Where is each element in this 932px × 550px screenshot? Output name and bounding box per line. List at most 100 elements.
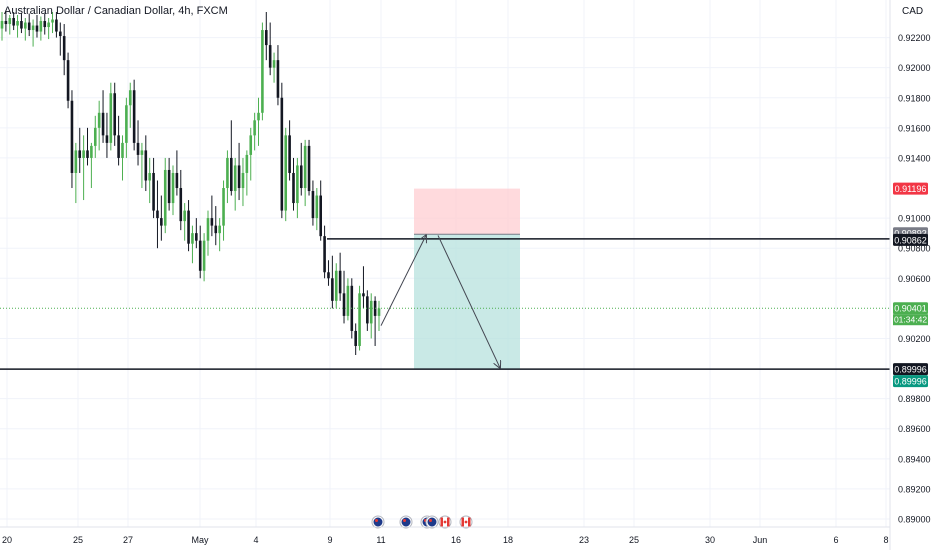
y-tick-label: 0.91400 — [898, 153, 931, 163]
candle-body — [245, 154, 249, 173]
svg-text:0.89996: 0.89996 — [894, 377, 927, 387]
candle-body — [27, 22, 31, 31]
au-flag-icon[interactable] — [399, 515, 413, 529]
support-price-label: 0.89996 — [893, 363, 928, 376]
candle-body — [338, 270, 342, 294]
stop-price-label: 0.91196 — [893, 182, 928, 195]
candle-body — [4, 21, 8, 25]
candle-body — [331, 278, 334, 301]
chart-title: Australian Dollar / Canadian Dollar, 4h,… — [4, 5, 228, 17]
y-tick-label: 0.89400 — [898, 454, 931, 464]
candle-body — [8, 18, 12, 25]
candle-body — [128, 90, 132, 106]
candle-body — [272, 60, 276, 68]
candle-body — [261, 30, 264, 113]
y-tick-label: 0.91600 — [898, 123, 931, 133]
candle-body — [288, 135, 291, 173]
candle-body — [284, 135, 288, 211]
candle-body — [156, 210, 159, 219]
candle-body — [35, 25, 39, 32]
candle-body — [202, 240, 206, 271]
y-tick-label: 0.90200 — [898, 334, 931, 344]
candle-body — [362, 293, 365, 297]
candle-body — [47, 22, 50, 28]
take-profit-zone[interactable] — [414, 234, 520, 370]
x-tick-label: 25 — [629, 535, 639, 545]
y-tick-label: 0.89000 — [898, 514, 931, 524]
x-tick-label: 25 — [73, 535, 83, 545]
trade-path[interactable] — [380, 235, 500, 367]
position-zones[interactable] — [414, 188, 520, 370]
candle-body — [195, 233, 198, 241]
x-tick-label: 8 — [883, 535, 888, 545]
y-tick-label: 0.92200 — [898, 33, 931, 43]
y-tick-label: 0.90600 — [898, 274, 931, 284]
candle-body — [369, 300, 373, 324]
candle-body — [121, 142, 124, 158]
x-tick-label: Jun — [753, 535, 768, 545]
ca-flag-icon[interactable] — [459, 515, 473, 529]
candle-body — [74, 150, 78, 173]
candle-body — [315, 195, 319, 219]
candle-body — [55, 19, 58, 32]
countdown-label: 01:34:42 — [893, 314, 928, 326]
svg-text:0.90862: 0.90862 — [894, 235, 927, 245]
x-tick-label: 20 — [2, 535, 12, 545]
candle-body — [86, 150, 89, 158]
candle-body — [58, 31, 62, 37]
y-tick-label: 0.91800 — [898, 93, 931, 103]
candle-body — [323, 236, 326, 273]
candle-body — [51, 19, 54, 23]
time-axis[interactable]: 20 25 27 May 4 9 11 16 18 23 25 30 Jun 6 8 — [0, 526, 890, 545]
candle-body — [222, 188, 225, 226]
currency-label[interactable]: CAD — [899, 6, 927, 17]
event-icons[interactable] — [371, 515, 473, 529]
candle-body — [198, 240, 202, 271]
resistance-price-label: 0.90862 — [893, 233, 928, 246]
price-axis[interactable]: 0.92200 0.92000 0.91800 0.91600 0.91400 0.910… — [889, 0, 931, 550]
candle-body — [187, 210, 190, 244]
x-tick-label: 6 — [833, 535, 838, 545]
svg-text:0.90893: 0.90893 — [894, 229, 927, 239]
au-flag-icon[interactable] — [425, 515, 439, 529]
candle-body — [66, 60, 70, 101]
candle-body — [280, 97, 284, 211]
svg-text:0.91196: 0.91196 — [895, 184, 927, 194]
candle-body — [191, 233, 194, 244]
candle-body — [62, 36, 66, 61]
candle-body — [101, 112, 105, 136]
candle-body — [113, 93, 117, 136]
candle-body — [299, 165, 303, 189]
candle-body — [377, 308, 381, 316]
candle-body — [218, 225, 221, 234]
candle-body — [78, 150, 82, 158]
y-tick-label: 0.89800 — [898, 394, 931, 404]
candle-body — [160, 218, 163, 226]
candle-body — [105, 135, 109, 143]
candle-body — [276, 60, 280, 98]
current-price-label: 0.90401 — [893, 302, 928, 315]
svg-text:0.90401: 0.90401 — [894, 304, 927, 314]
candle-body — [97, 112, 101, 128]
candle-body — [144, 150, 148, 181]
candle-body — [93, 127, 97, 146]
ca-flag-icon[interactable] — [438, 515, 452, 529]
candle-body — [296, 165, 299, 204]
svg-text:01:34:42: 01:34:42 — [894, 315, 927, 325]
stop-loss-zone[interactable] — [414, 188, 520, 235]
candle-body — [171, 172, 175, 204]
candle-body — [16, 21, 19, 26]
candle-body — [264, 30, 268, 46]
up-arrow[interactable] — [380, 235, 426, 326]
candle-body — [140, 150, 144, 155]
x-tick-label: 23 — [579, 535, 589, 545]
y-tick-label: 0.89600 — [898, 424, 931, 434]
candle-body — [179, 188, 183, 222]
down-arrow[interactable] — [437, 235, 500, 367]
candle-body — [292, 172, 295, 204]
candle-body — [233, 165, 237, 192]
candle-body — [125, 105, 128, 143]
au-flag-icon[interactable] — [371, 515, 385, 529]
